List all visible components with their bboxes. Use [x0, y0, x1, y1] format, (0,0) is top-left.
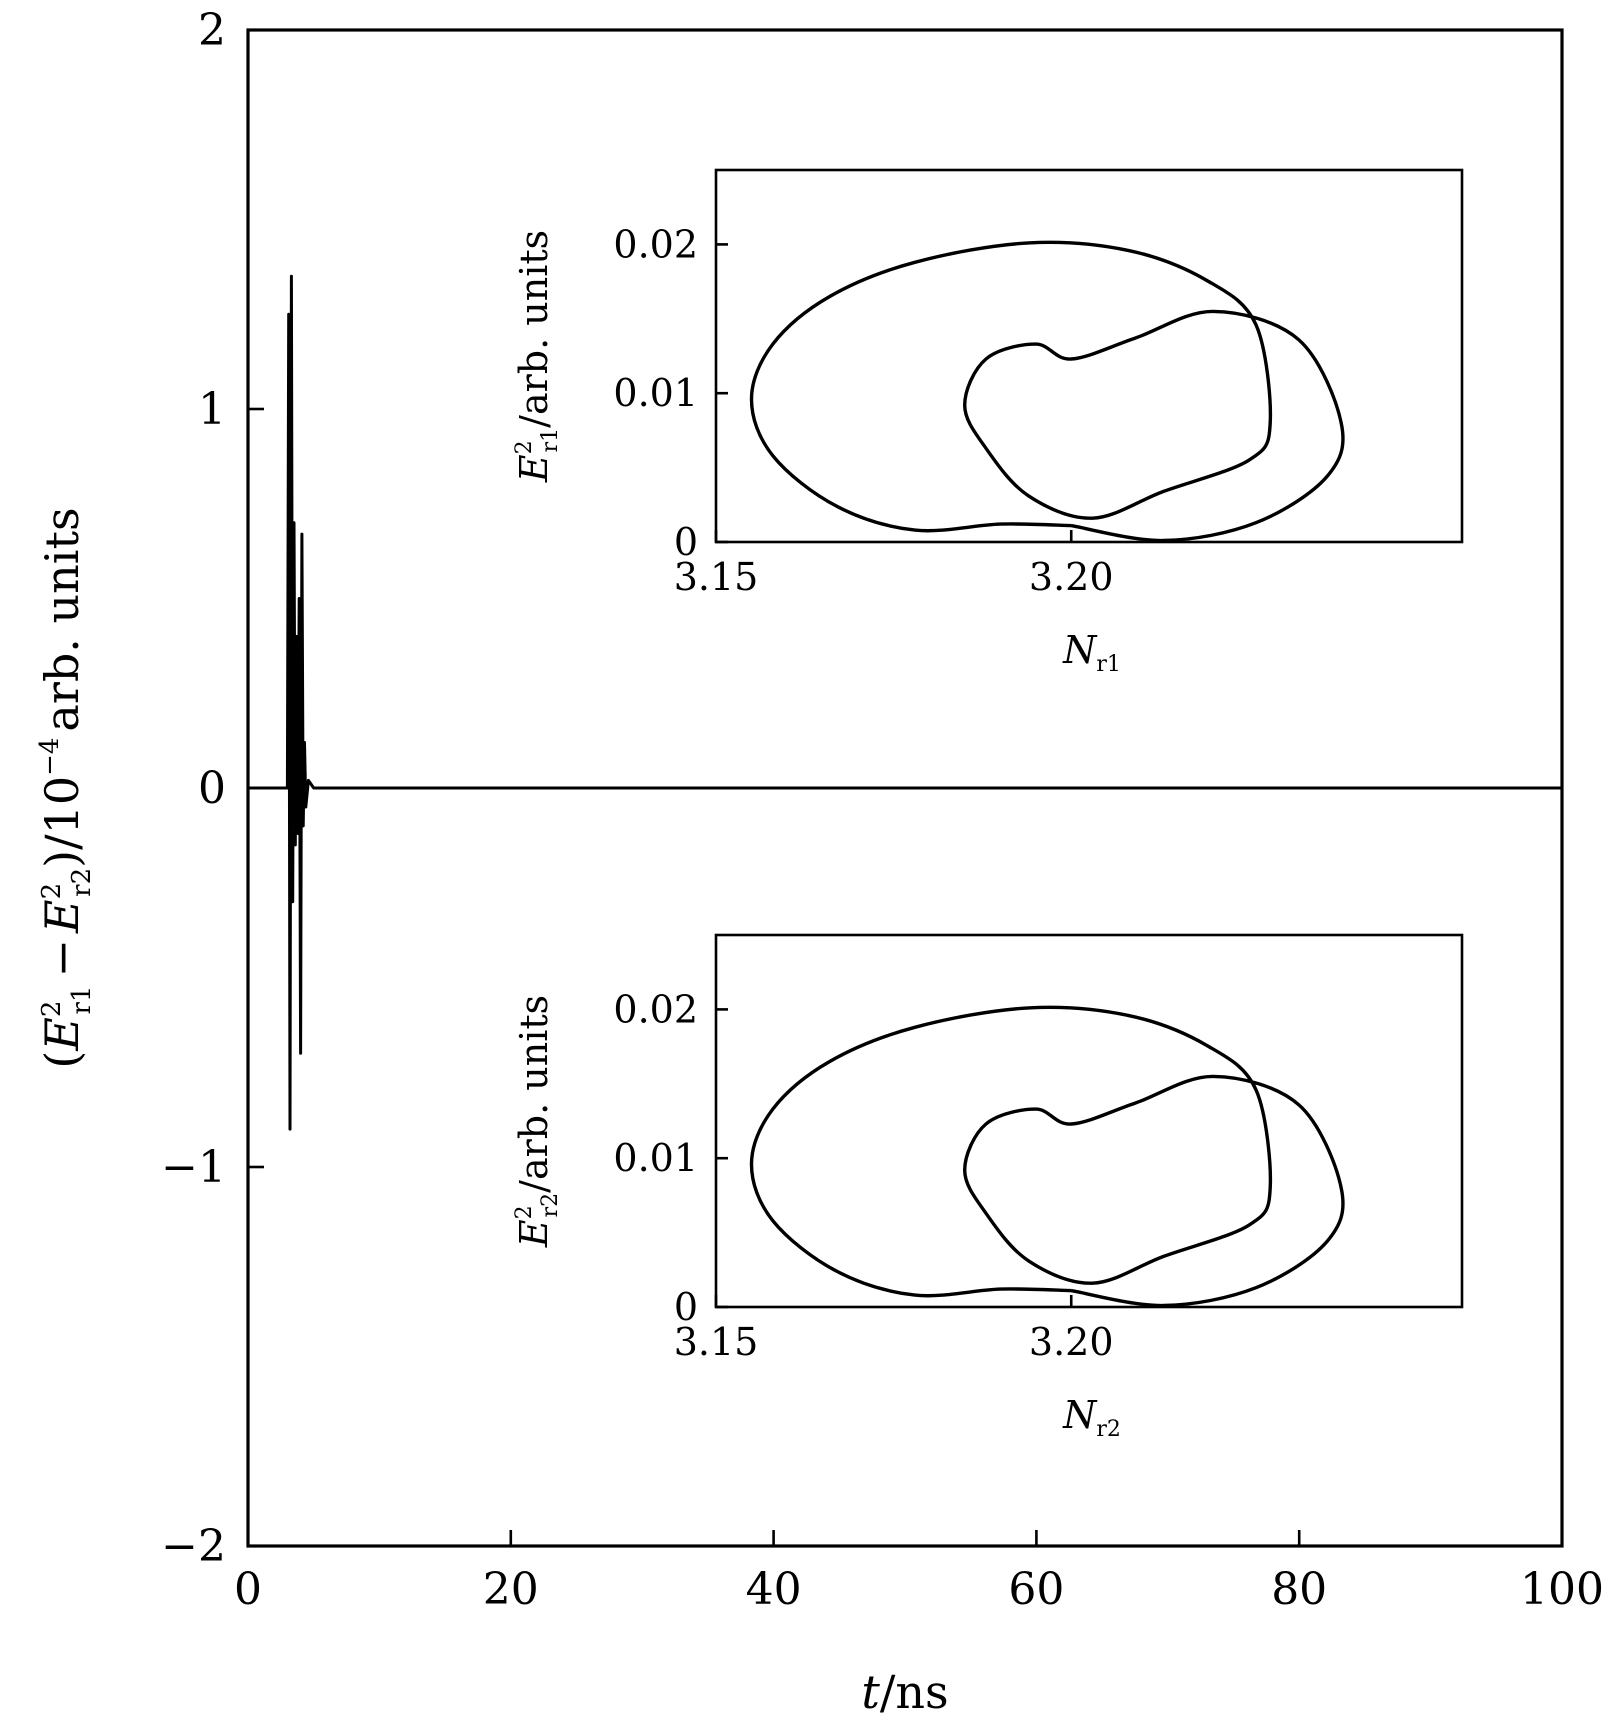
main-y-label-sub2: r2 [67, 868, 97, 897]
upper-inset-y-tick-label-2: 0.02 [613, 222, 698, 266]
lower-inset-x-tick-label-1: 3.20 [1029, 1320, 1114, 1364]
upper-inset-ticks: 3.15 3.20 0 0.01 0.02 [613, 222, 1113, 599]
main-x-tick-label-5: 100 [1520, 1564, 1604, 1615]
upper-inset-frame [714, 168, 1464, 544]
svg-text:E2r1/arb. units: E2r1/arb. units [512, 230, 563, 483]
svg-text:E2r2/arb. units: E2r2/arb. units [512, 995, 563, 1248]
main-x-tick-label-1: 20 [483, 1564, 539, 1615]
upper-inset-x-tick-label-1: 3.20 [1029, 555, 1114, 599]
svg-text:(E2r1−E2r2)/10−4arb. units: (E2r1−E2r2)/10−4arb. units [35, 507, 97, 1068]
main-y-label-exponent: −4 [35, 738, 65, 776]
lower-inset-frame [714, 933, 1464, 1309]
lower-inset-ticks: 3.15 3.20 0 0.01 0.02 [613, 987, 1113, 1364]
upper-inset-x-label: Nr1 [1062, 628, 1121, 677]
main-y-tick-label-1: −1 [161, 1142, 226, 1193]
main-y-label-sup2: 2 [37, 883, 67, 900]
main-y-axis-label: (E2r1−E2r2)/10−4arb. units [35, 507, 97, 1068]
lower-inset-y-label-unit: /arb. units [512, 995, 556, 1193]
main-y-label-e2: E [35, 899, 89, 934]
lower-inset-orbit [749, 1005, 1345, 1308]
main-y-label-unit: arb. units [35, 507, 89, 731]
lower-inset-x-label-base: N [1062, 1393, 1098, 1437]
main-y-label-e1: E [35, 1017, 89, 1052]
main-y-tick-label-2: 0 [198, 763, 226, 814]
lower-inset-x-label: Nr2 [1062, 1393, 1121, 1442]
upper-inset-x-label-sub: r1 [1096, 652, 1121, 677]
main-x-tick-label-3: 60 [1008, 1564, 1064, 1615]
main-y-tick-label-0: −2 [161, 1521, 226, 1572]
lower-inset-y-tick-label-1: 0.01 [613, 1136, 698, 1180]
main-y-label-minus: − [35, 939, 89, 978]
main-x-label-unit: /ns [880, 1665, 949, 1719]
upper-inset-y-label-sub: r1 [538, 428, 563, 453]
lower-inset-y-tick-label-0: 0 [674, 1285, 698, 1329]
upper-inset-y-label: E2r1/arb. units [512, 230, 563, 483]
main-x-axis-label: t/ns [861, 1665, 948, 1719]
lower-inset-y-label-sub: r2 [538, 1193, 563, 1218]
lower-inset-x-tick-label-0: 3.15 [674, 1320, 759, 1364]
main-y-label-close: )/10 [35, 776, 89, 868]
main-y-tick-label-4: 2 [198, 5, 226, 56]
main-y-label-sub1: r1 [67, 986, 97, 1015]
main-x-tick-label-2: 40 [746, 1564, 802, 1615]
upper-inset-x-tick-label-0: 3.15 [674, 555, 759, 599]
main-y-tick-label-3: 1 [198, 384, 226, 435]
upper-inset-y-label-unit: /arb. units [512, 230, 556, 428]
upper-inset-y-label-sup: 2 [512, 440, 537, 454]
lower-inset-y-tick-label-2: 0.02 [613, 987, 698, 1031]
upper-inset-orbit [749, 240, 1345, 543]
main-x-tick-label-0: 0 [234, 1564, 262, 1615]
main-y-label-open: ( [35, 1051, 89, 1069]
lower-inset-y-label-e: E [512, 1219, 556, 1248]
main-x-label-variable: t [861, 1665, 880, 1719]
main-x-tick-label-4: 80 [1271, 1564, 1327, 1615]
main-series-line [248, 274, 1562, 1131]
main-y-label-sup1: 2 [37, 1001, 67, 1018]
lower-inset-x-label-sub: r2 [1096, 1417, 1121, 1442]
upper-inset-x-label-base: N [1062, 628, 1098, 672]
upper-inset-y-tick-label-0: 0 [674, 520, 698, 564]
upper-inset-y-tick-label-1: 0.01 [613, 371, 698, 415]
upper-inset-y-label-e: E [512, 454, 556, 483]
lower-inset-y-label-sup: 2 [512, 1205, 537, 1219]
lower-inset-y-label: E2r2/arb. units [512, 995, 563, 1248]
